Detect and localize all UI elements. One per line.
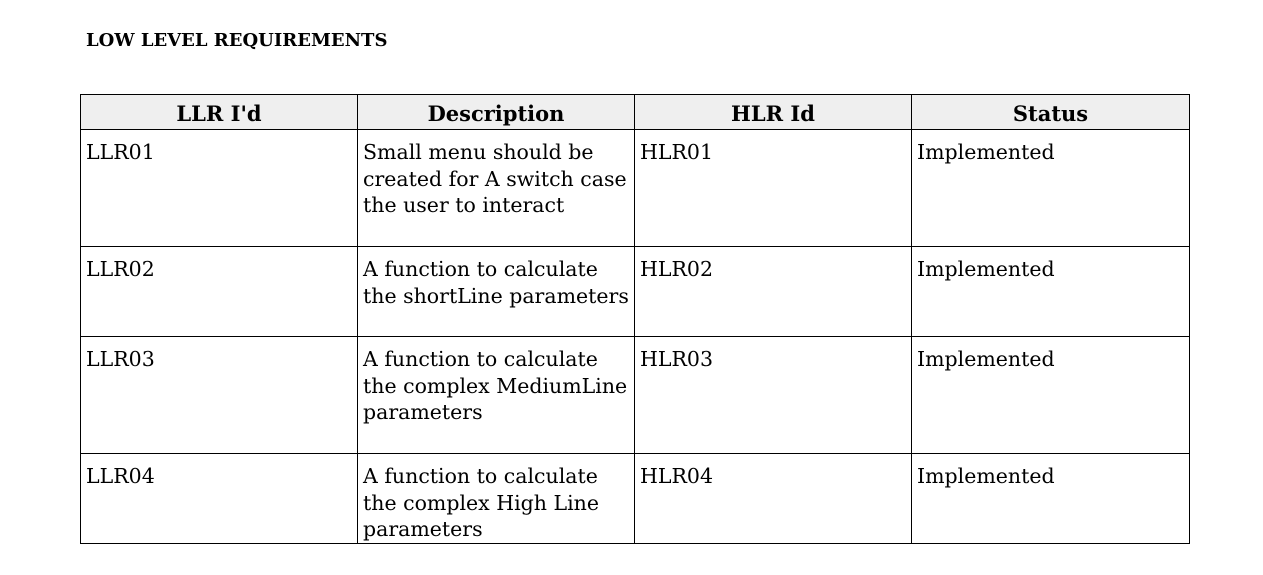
hlr-id-cell: HLR02 bbox=[634, 246, 912, 337]
status-cell: Implemented bbox=[911, 453, 1190, 544]
table-header: LLR I'd Description HLR Id Status bbox=[80, 94, 1190, 130]
column-header-description: Description bbox=[357, 94, 635, 130]
status-cell: Implemented bbox=[911, 129, 1190, 247]
llr-id-cell: LLR02 bbox=[80, 246, 358, 337]
table-body: LLR01 Small menu should be created for A… bbox=[80, 129, 1190, 544]
llr-id-cell: LLR03 bbox=[80, 336, 358, 454]
table-row: LLR01 Small menu should be created for A… bbox=[80, 129, 1190, 247]
description-cell: A function to calculate the complex Medi… bbox=[357, 336, 635, 454]
header-row: LLR I'd Description HLR Id Status bbox=[80, 94, 1190, 130]
hlr-id-cell: HLR01 bbox=[634, 129, 912, 247]
column-header-llr-id: LLR I'd bbox=[80, 94, 358, 130]
requirements-table: LLR I'd Description HLR Id Status LLR01 … bbox=[80, 94, 1190, 544]
status-cell: Implemented bbox=[911, 246, 1190, 337]
llr-id-cell: LLR04 bbox=[80, 453, 358, 544]
hlr-id-cell: HLR03 bbox=[634, 336, 912, 454]
table-row: LLR03 A function to calculate the comple… bbox=[80, 336, 1190, 454]
table-row: LLR02 A function to calculate the shortL… bbox=[80, 246, 1190, 337]
status-cell: Implemented bbox=[911, 336, 1190, 454]
description-cell: Small menu should be created for A switc… bbox=[357, 129, 635, 247]
description-cell: A function to calculate the shortLine pa… bbox=[357, 246, 635, 337]
description-cell: A function to calculate the complex High… bbox=[357, 453, 635, 544]
table-row: LLR04 A function to calculate the comple… bbox=[80, 453, 1190, 544]
column-header-status: Status bbox=[911, 94, 1190, 130]
llr-id-cell: LLR01 bbox=[80, 129, 358, 247]
column-header-hlr-id: HLR Id bbox=[634, 94, 912, 130]
section-title: LOW LEVEL REQUIREMENTS bbox=[86, 30, 388, 51]
hlr-id-cell: HLR04 bbox=[634, 453, 912, 544]
